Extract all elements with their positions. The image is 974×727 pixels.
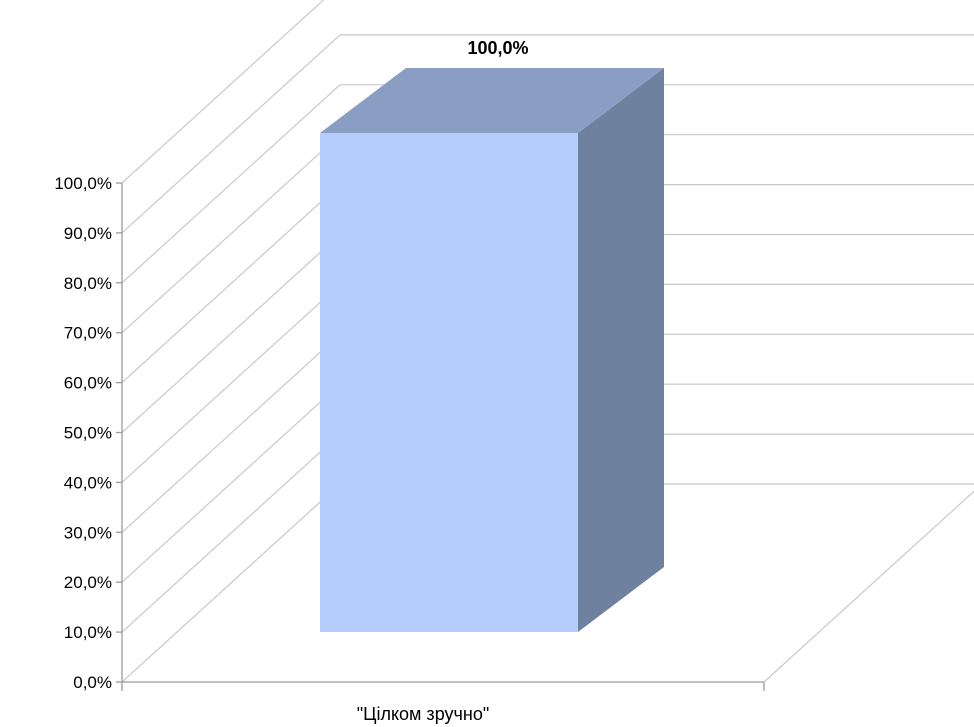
- y-tick-label: 70,0%: [64, 324, 112, 343]
- side-wall-gridline: [121, 0, 325, 184]
- side-wall-gridline: [121, 483, 341, 683]
- y-tick-label: 10,0%: [64, 623, 112, 642]
- y-tick-label: 90,0%: [64, 224, 112, 243]
- label-layer: 100,0% "Цілком зручно": [357, 38, 529, 724]
- y-tick-label: 60,0%: [64, 374, 112, 393]
- bar-layer: [320, 68, 664, 632]
- floor-right-edge: [763, 490, 974, 683]
- bar: [320, 133, 578, 632]
- side-wall-gridline: [121, 184, 341, 384]
- side-wall-gridline: [121, 34, 341, 234]
- y-tick-label: 40,0%: [64, 473, 112, 492]
- y-tick-label: 0,0%: [73, 673, 112, 692]
- side-wall-gridline: [121, 433, 341, 633]
- side-wall-gridline: [121, 283, 341, 483]
- y-tick-label: 50,0%: [64, 424, 112, 443]
- y-tick-label: 30,0%: [64, 523, 112, 542]
- side-wall-gridline: [121, 333, 341, 533]
- x-tick-label: "Цілком зручно": [357, 704, 489, 724]
- data-label: 100,0%: [467, 38, 528, 58]
- side-wall-gridline: [121, 84, 341, 284]
- axis-layer: 0,0% 10,0% 20,0% 30,0% 40,0% 50,0% 60,0% 70,0% 8…: [54, 174, 765, 692]
- bar-side-face: [578, 68, 664, 632]
- y-tick-label: 20,0%: [64, 573, 112, 592]
- y-tick-label: 100,0%: [54, 174, 112, 193]
- side-wall-gridline: [121, 234, 341, 433]
- y-tick-label: 80,0%: [64, 274, 112, 293]
- bar-top-face: [320, 68, 664, 133]
- side-wall-gridline: [121, 383, 341, 583]
- side-wall-gridline: [121, 134, 341, 334]
